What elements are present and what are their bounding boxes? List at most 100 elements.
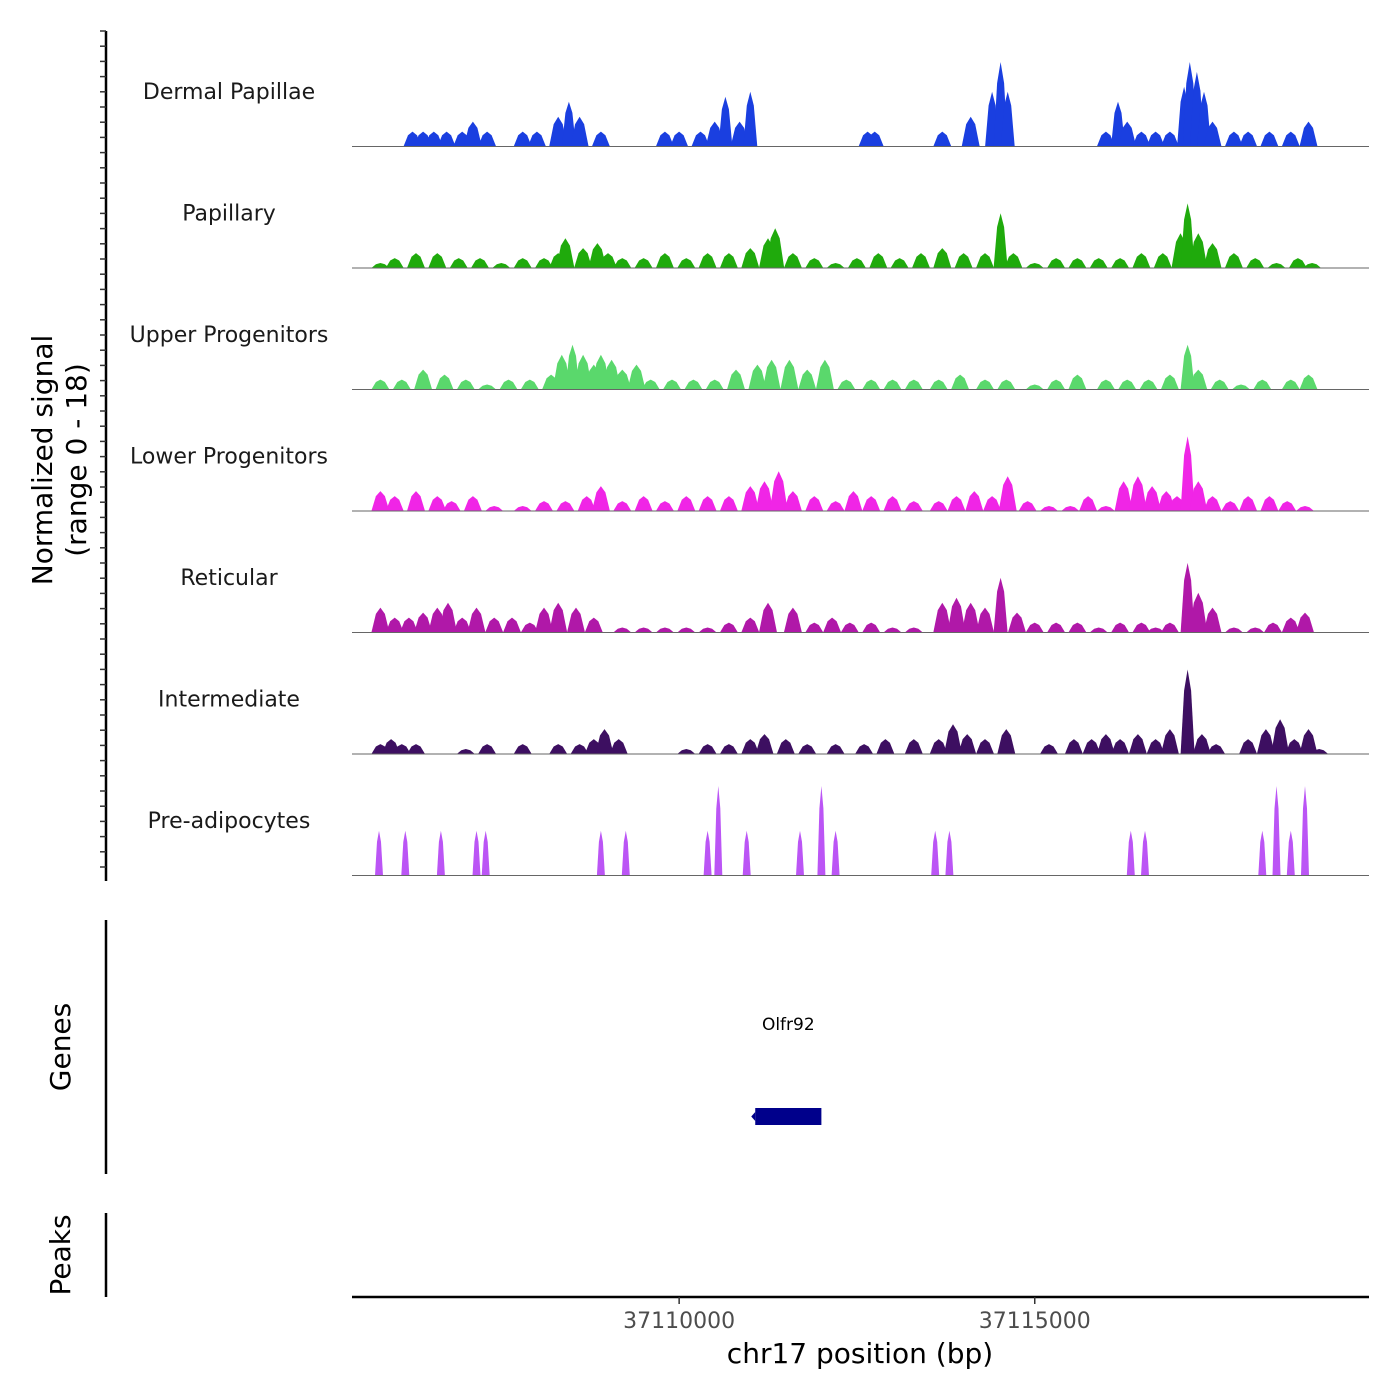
signal-peak (1189, 481, 1208, 511)
y-axis-title: Normalized signal (26, 335, 59, 586)
signal-peak (1068, 258, 1087, 268)
peaks-track-title: Peaks (44, 1214, 77, 1295)
track-papillary: Papillary (182, 202, 1369, 269)
signal-peak (931, 830, 940, 876)
signal-peak (1047, 379, 1066, 390)
signal-peak (407, 253, 425, 268)
signal-peak (535, 501, 553, 511)
signal-peak (719, 622, 738, 633)
signal-peak (840, 622, 859, 633)
signal-peak (1310, 749, 1329, 754)
signal-peak (1089, 258, 1108, 268)
signal-peak (591, 486, 610, 511)
signal-peak (613, 258, 632, 268)
signal-peak (456, 749, 475, 754)
signal-peak (424, 131, 443, 147)
signal-peak (783, 253, 802, 268)
signal-peak (1008, 612, 1026, 633)
signal-peak (414, 369, 433, 390)
signal-peak (837, 379, 856, 390)
signal-peak (655, 131, 674, 147)
signal-peak (385, 258, 404, 268)
signal-peak (1160, 374, 1179, 390)
signal-peak (890, 258, 909, 268)
signal-peak (691, 131, 710, 147)
signal-peak (1146, 131, 1165, 147)
signal-peak (1296, 506, 1314, 511)
track-label: Pre-adipocytes (148, 809, 311, 834)
signal-peak (407, 744, 425, 754)
signal-peak (385, 617, 404, 633)
signal-peak (613, 369, 632, 390)
signal-peak (485, 617, 504, 633)
signal-peak (865, 131, 884, 147)
signal-peak (570, 744, 589, 754)
signal-peak (698, 744, 717, 754)
signal-peak (904, 379, 923, 390)
signal-peak (513, 258, 532, 268)
signal-peak (428, 253, 447, 268)
signal-peak (961, 116, 980, 147)
signal-peak (958, 734, 977, 754)
signal-peak (883, 496, 902, 511)
signal-peak (741, 617, 760, 633)
signal-peak (1004, 253, 1023, 268)
signal-peak (392, 379, 411, 390)
signal-peak (1096, 131, 1115, 147)
signal-peak (826, 263, 845, 268)
signal-peak (478, 744, 497, 754)
signal-peak (1258, 830, 1267, 876)
signal-peak (780, 359, 799, 390)
x-axis-ticks: 37110000 37115000 (623, 1297, 1091, 1334)
signal-peak (535, 258, 553, 268)
signal-peak (1264, 622, 1282, 633)
signal-peak (1180, 344, 1195, 390)
signal-peak (1260, 131, 1279, 147)
signal-peak (776, 739, 795, 754)
signal-peak (1224, 131, 1243, 147)
signal-peak (719, 496, 738, 511)
signal-peak (1096, 506, 1115, 511)
signal-peak (520, 622, 539, 633)
signal-peak (371, 379, 390, 390)
signal-peak (613, 501, 632, 511)
signal-peak (463, 121, 482, 147)
signal-peak (1040, 744, 1058, 754)
x-axis-title: chr17 position (bp) (727, 1337, 993, 1370)
signal-peak (998, 476, 1017, 511)
signal-peak (1203, 607, 1222, 633)
signal-peak (670, 131, 689, 147)
signal-peak (831, 830, 840, 876)
signal-peak (492, 263, 511, 268)
signal-peak (527, 131, 546, 147)
signal-peak (375, 830, 383, 876)
signal-peak (439, 602, 457, 633)
signal-peak (698, 496, 717, 511)
signal-peak (1286, 830, 1295, 876)
signal-peak (876, 739, 895, 754)
signal-peak (705, 379, 724, 390)
signal-peak (741, 486, 760, 511)
signal-peak (783, 491, 802, 511)
signal-peak (481, 830, 490, 876)
signal-peak (869, 253, 888, 268)
signal-peak (634, 258, 653, 268)
signal-peak (961, 602, 980, 633)
signal-peak (993, 213, 1008, 268)
signal-peak (1207, 744, 1226, 754)
signal-peak (677, 258, 696, 268)
signal-peak (798, 369, 817, 390)
signal-peak (769, 471, 788, 511)
signal-peak (613, 627, 632, 633)
signal-peak (663, 379, 681, 390)
signal-peak (933, 602, 952, 633)
signal-peak (1296, 612, 1314, 633)
signal-peak (1089, 627, 1108, 633)
signal-peak (1301, 786, 1309, 876)
signal-peak (599, 253, 617, 268)
signal-peak (1146, 627, 1165, 633)
signal-peak (933, 131, 952, 147)
signal-peak (1299, 374, 1318, 390)
signal-peak (1111, 622, 1130, 633)
